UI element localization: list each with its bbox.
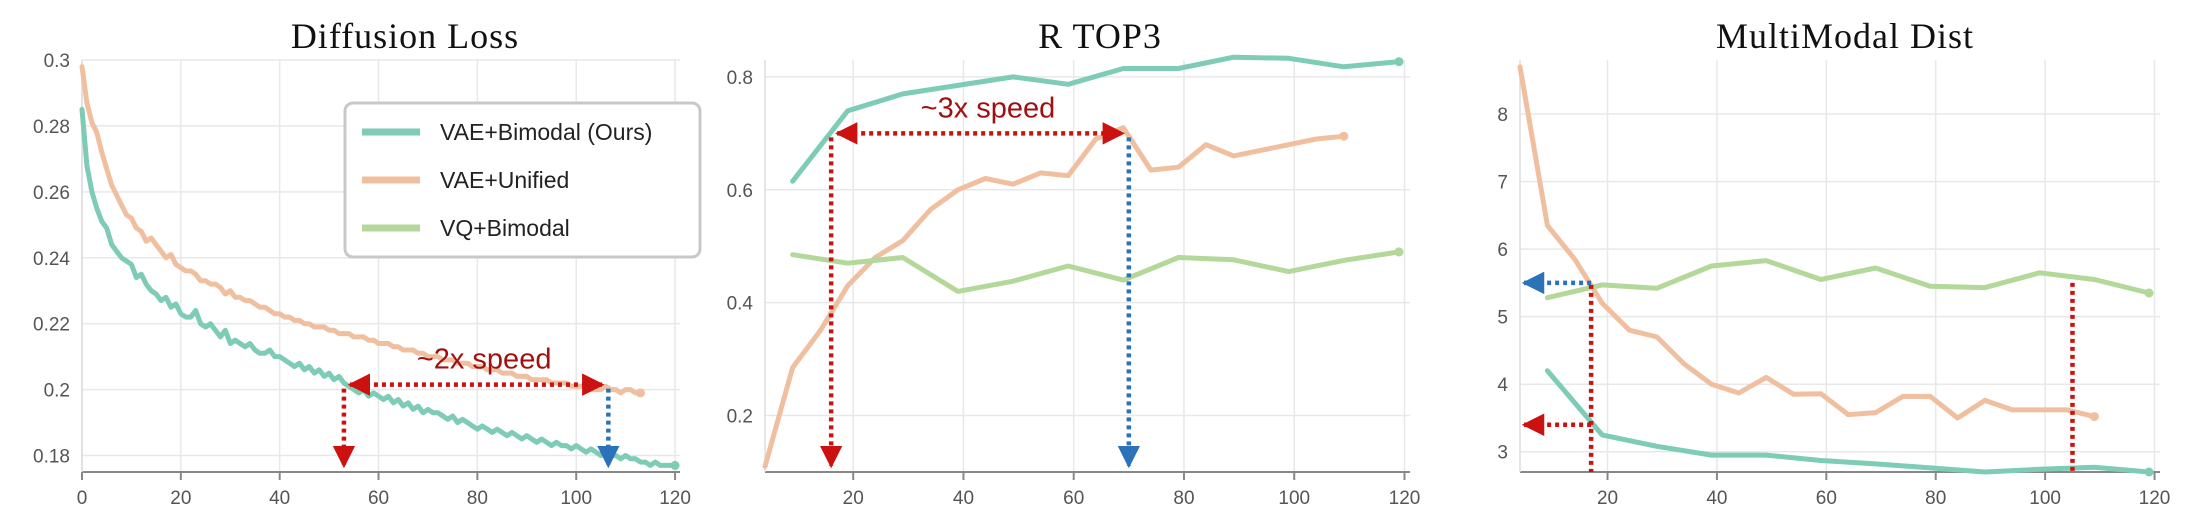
series-line-teal <box>790 54 1402 184</box>
series-line-teal <box>79 106 678 468</box>
legend-box <box>343 101 702 259</box>
x-tick-label: 80 <box>1925 488 1946 509</box>
y-tick-label: 4 <box>1497 375 1508 396</box>
chart-multimodal-dist: MultiModal Dist 3 4 5 6 7 8 20 40 60 80 100 120 <box>1497 16 2170 509</box>
y-tick-label: 8 <box>1497 105 1508 126</box>
x-tick-label: 40 <box>269 488 290 509</box>
series-end-point <box>2144 288 2154 298</box>
chart-title: R TOP3 <box>1038 16 1162 56</box>
x-tick-label: 100 <box>560 488 592 509</box>
x-tick-label: 80 <box>467 488 488 509</box>
y-tick-label: 7 <box>1497 173 1508 194</box>
x-tick-label: 40 <box>953 488 974 509</box>
x-tick-label: 100 <box>1278 488 1310 509</box>
speed-annotation: ~3x speed <box>921 92 1056 124</box>
series-end-point <box>670 460 680 470</box>
y-tick-label: 0.8 <box>727 68 753 89</box>
series-end-point <box>1394 247 1404 257</box>
x-tick-label: 60 <box>1816 488 1837 509</box>
series-line-lightgreen <box>1544 258 2152 301</box>
x-tick-label: 20 <box>843 488 864 509</box>
legend-label-vq-bimodal: VQ+Bimodal <box>440 215 570 241</box>
y-tick-label: 0.22 <box>33 315 70 336</box>
series-end-point <box>1339 131 1349 141</box>
y-tick-label: 0.26 <box>33 183 70 204</box>
series-end-point <box>635 388 645 398</box>
y-tick-label: 0.24 <box>33 249 70 270</box>
y-tick-label: 0.18 <box>33 447 70 468</box>
series-end-point <box>2089 412 2099 422</box>
legend-label-vae-unified: VAE+Unified <box>440 167 569 193</box>
y-tick-label: 0.28 <box>33 117 70 138</box>
x-tick-label: 120 <box>1389 488 1421 509</box>
legend: VAE+Bimodal (Ours) VAE+Unified VQ+Bimoda… <box>343 101 702 259</box>
x-tick-label: 20 <box>170 488 191 509</box>
chart-title: Diffusion Loss <box>291 16 519 56</box>
chart-r-top3: R TOP3 0.2 0.4 0.6 0.8 20 40 60 80 100 120 ~3x sp… <box>727 16 1421 509</box>
series-line-peach <box>762 125 1347 469</box>
series-line-teal <box>1544 368 2152 475</box>
x-tick-label: 100 <box>2029 488 2061 509</box>
speed-annotation: ~2x speed <box>417 344 552 376</box>
chart-title: MultiModal Dist <box>1716 16 1974 56</box>
series-line-peach <box>1517 64 2097 421</box>
x-tick-label: 80 <box>1173 488 1194 509</box>
series-end-point <box>2144 467 2154 477</box>
x-tick-label: 60 <box>1063 488 1084 509</box>
y-tick-label: 0.3 <box>44 51 70 72</box>
y-tick-label: 0.2 <box>44 381 70 402</box>
x-tick-label: 60 <box>368 488 389 509</box>
y-tick-label: 6 <box>1497 240 1508 261</box>
y-tick-label: 0.2 <box>727 407 753 428</box>
x-tick-label: 0 <box>77 488 88 509</box>
y-tick-label: 0.4 <box>727 294 754 315</box>
y-tick-label: 3 <box>1497 443 1508 464</box>
y-tick-label: 0.6 <box>727 181 753 202</box>
x-tick-label: 120 <box>2139 488 2171 509</box>
series-line-lightgreen <box>790 249 1402 294</box>
legend-label-vae-bimodal: VAE+Bimodal (Ours) <box>440 119 652 145</box>
series-end-point <box>1394 57 1404 67</box>
x-tick-label: 20 <box>1597 488 1618 509</box>
y-tick-label: 5 <box>1497 308 1508 329</box>
x-tick-label: 40 <box>1706 488 1727 509</box>
x-tick-label: 120 <box>659 488 691 509</box>
chart-diffusion-loss: Diffusion Loss 0.18 0.2 0.22 0.24 0.26 0.28 0.… <box>33 16 702 509</box>
